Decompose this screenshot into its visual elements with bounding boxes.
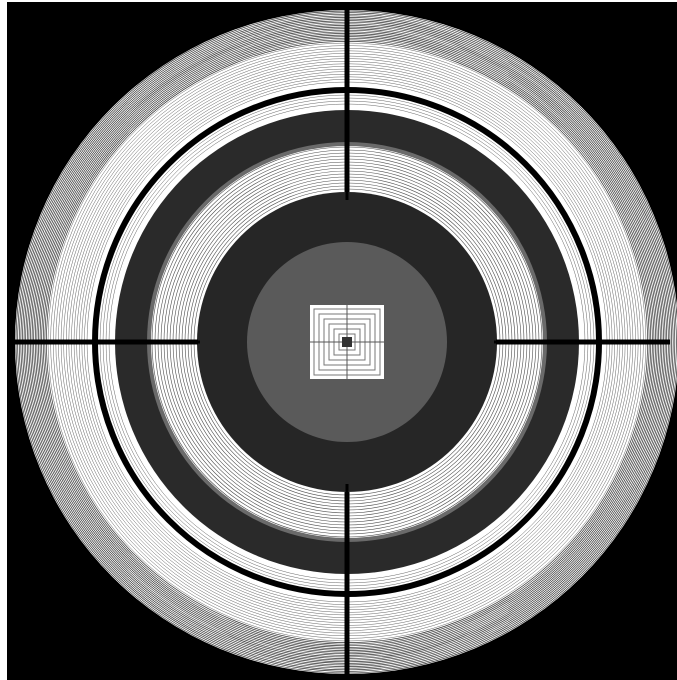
pattern [0,0,677,680]
core-group [310,305,384,379]
center-dot [342,337,352,347]
top-edge [0,0,677,2]
left-edge [0,0,7,680]
page: {} (() => { const svg = document.getElem… [0,0,677,680]
